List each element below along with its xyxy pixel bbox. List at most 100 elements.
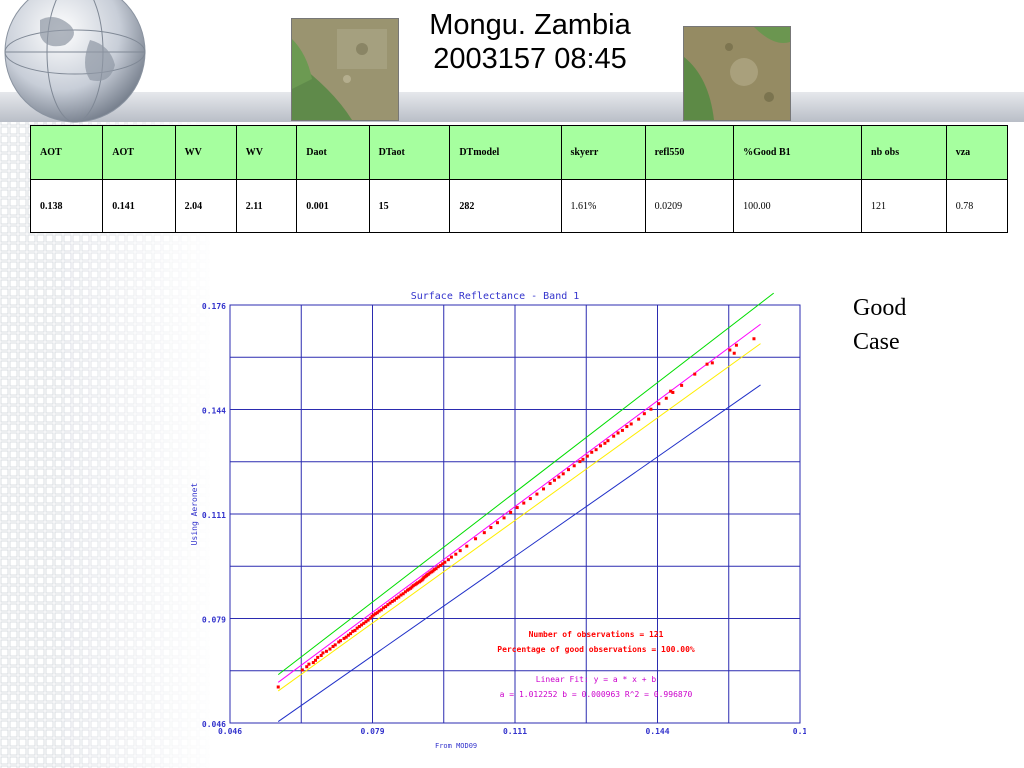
data-point	[353, 628, 357, 632]
y-axis-label: Using Aeronet	[190, 483, 199, 546]
data-point	[324, 649, 328, 653]
data-point	[397, 595, 401, 599]
data-point	[572, 464, 576, 468]
data-point	[542, 487, 545, 491]
value-cell: 121	[861, 179, 947, 233]
data-point	[314, 658, 317, 662]
data-point	[416, 581, 420, 585]
data-point	[495, 521, 499, 525]
x-tick-label: 0.046	[218, 727, 242, 736]
y-tick-label: 0.144	[202, 407, 226, 416]
data-point	[502, 516, 506, 520]
data-point	[489, 526, 493, 530]
data-point	[432, 568, 436, 572]
data-point	[349, 632, 353, 636]
data-point	[338, 639, 342, 643]
data-point	[566, 468, 570, 472]
annotation-linear-fit: Linear Fit: y = a * x + b	[536, 675, 657, 684]
data-point	[379, 608, 383, 612]
data-point	[401, 592, 405, 596]
data-point	[561, 472, 565, 476]
data-point	[603, 441, 607, 445]
data-point	[616, 431, 620, 435]
data-point	[411, 584, 415, 588]
good-case-line1: Good	[853, 295, 907, 321]
data-point	[657, 402, 661, 406]
data-point	[590, 450, 594, 454]
data-point	[625, 425, 629, 429]
data-point	[321, 651, 325, 655]
data-point	[446, 558, 450, 562]
data-point	[392, 598, 396, 602]
data-point	[458, 549, 462, 553]
value-cell: 1.61%	[560, 179, 646, 233]
data-point	[728, 348, 732, 352]
y-tick-label: 0.046	[202, 720, 226, 729]
value-cell: 0.138	[29, 179, 104, 233]
data-point	[482, 531, 486, 535]
good-case-line2: Case	[853, 329, 900, 355]
data-point	[331, 644, 335, 648]
data-point	[364, 620, 368, 624]
data-point	[599, 444, 602, 448]
header-cell: vza	[945, 125, 1009, 180]
data-point	[557, 475, 561, 479]
value-cell: 0.0209	[644, 179, 735, 233]
data-point	[276, 685, 280, 689]
data-point	[637, 417, 641, 421]
data-point	[629, 422, 633, 426]
data-point	[438, 563, 442, 567]
header-cell: refl550	[644, 125, 735, 180]
data-point	[436, 565, 440, 569]
data-point	[465, 544, 469, 548]
data-point	[649, 407, 653, 411]
x-tick-label: 0.144	[645, 727, 669, 736]
data-point	[360, 623, 364, 627]
data-point	[311, 661, 315, 665]
annotation-percent: Percentage of good observations = 100.00…	[497, 644, 695, 654]
data-point	[669, 389, 673, 393]
data-point	[355, 626, 359, 630]
header-cell: %Good B1	[733, 125, 863, 180]
data-point	[377, 609, 381, 613]
data-point	[620, 428, 624, 432]
data-point	[319, 653, 323, 657]
x-tick-label: 0.1	[793, 727, 806, 736]
reference-line	[277, 384, 761, 722]
data-point	[300, 668, 304, 672]
data-point	[664, 396, 668, 400]
data-point	[548, 481, 552, 485]
data-point	[552, 478, 556, 482]
title-location: Mongu. Zambia	[429, 9, 631, 41]
chart-title: Surface Reflectance - Band 1	[411, 291, 580, 302]
annotation-nobs: Number of observations = 121	[529, 629, 664, 639]
data-point	[381, 606, 385, 610]
upper-bound-line	[277, 292, 774, 676]
data-point	[333, 643, 337, 647]
data-point	[581, 457, 585, 461]
y-tick-label: 0.176	[202, 302, 226, 311]
header-cell: nb obs	[861, 125, 947, 180]
data-point	[344, 635, 348, 639]
data-point	[710, 361, 714, 365]
data-point	[388, 601, 392, 605]
data-point	[528, 497, 532, 501]
data-point	[346, 633, 350, 637]
data-point	[752, 337, 756, 341]
data-point	[305, 665, 309, 669]
y-tick-label: 0.079	[202, 616, 226, 625]
lower-bound-line	[277, 343, 761, 692]
data-point	[399, 593, 403, 597]
data-point	[693, 372, 697, 376]
data-point	[642, 412, 646, 416]
data-point	[612, 434, 616, 438]
header-cell: WV	[174, 125, 237, 180]
data-point	[428, 571, 432, 575]
satellite-thumbnail-left	[291, 18, 399, 121]
value-cell: 2.04	[174, 179, 237, 233]
header-cell: WV	[235, 125, 298, 180]
data-point	[454, 552, 458, 556]
data-point	[351, 629, 355, 633]
data-point	[474, 537, 478, 541]
x-tick-label: 0.079	[360, 727, 384, 736]
